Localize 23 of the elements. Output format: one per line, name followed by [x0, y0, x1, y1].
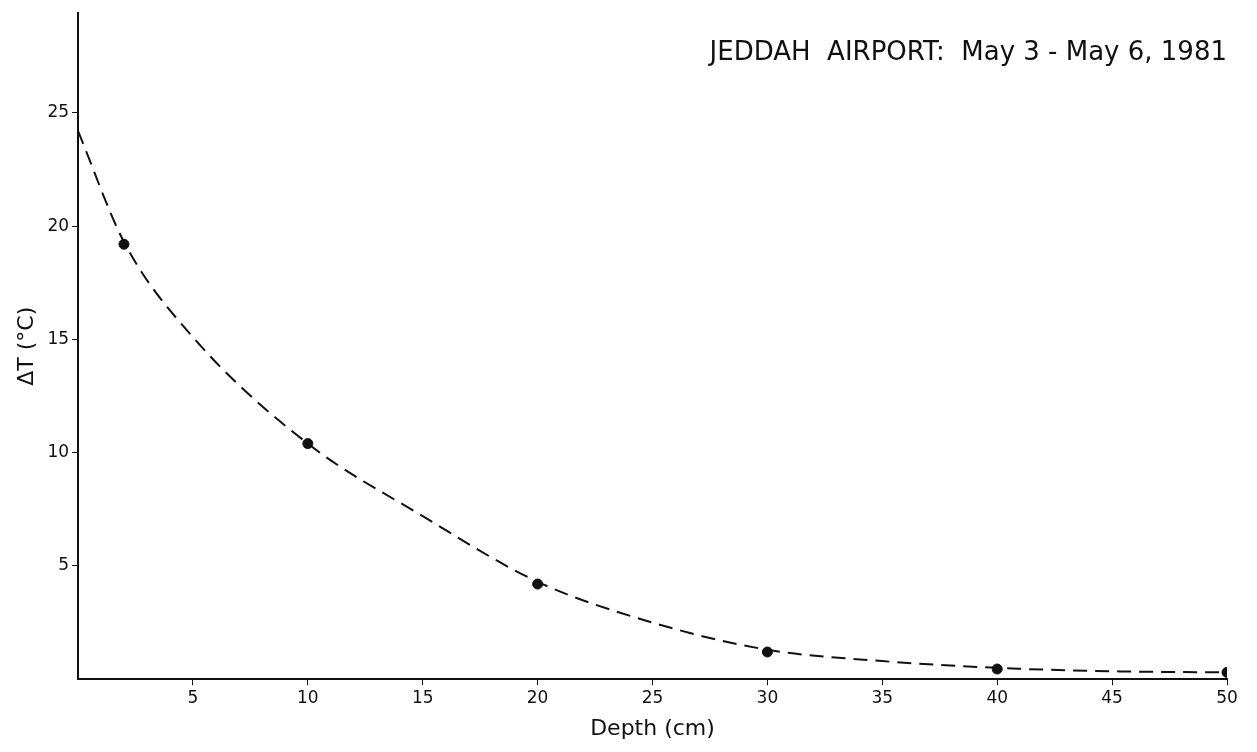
- y-tick-label: 15: [47, 327, 70, 348]
- x-tick-label: 25: [641, 686, 664, 707]
- y-tick-label: 5: [58, 554, 70, 575]
- x-tick-label: 35: [871, 686, 894, 707]
- point: [302, 438, 314, 450]
- x-tick-label: 15: [411, 686, 434, 707]
- x-tick-label: 50: [1216, 686, 1238, 707]
- x-tick-label: 20: [526, 686, 549, 707]
- y-axis-title: ΔT (°C): [12, 306, 38, 386]
- y-tick-label: 25: [47, 101, 70, 122]
- point: [532, 578, 544, 590]
- point: [761, 646, 773, 658]
- x-tick-label: 10: [297, 686, 319, 707]
- x-tick-label: 5: [187, 686, 199, 707]
- x-axis-title: Depth (cm): [590, 714, 715, 740]
- point: [118, 238, 130, 250]
- text: JEDDAH AIRPORT: May 3 - May 6, 1981: [707, 35, 1227, 66]
- y-tick-label: 20: [47, 214, 70, 235]
- x-tick-label: 30: [756, 686, 779, 707]
- y-tick-label: 10: [47, 441, 70, 462]
- x-tick-label: 45: [1101, 686, 1123, 707]
- x-tick-label: 40: [986, 686, 1009, 707]
- point: [991, 663, 1003, 675]
